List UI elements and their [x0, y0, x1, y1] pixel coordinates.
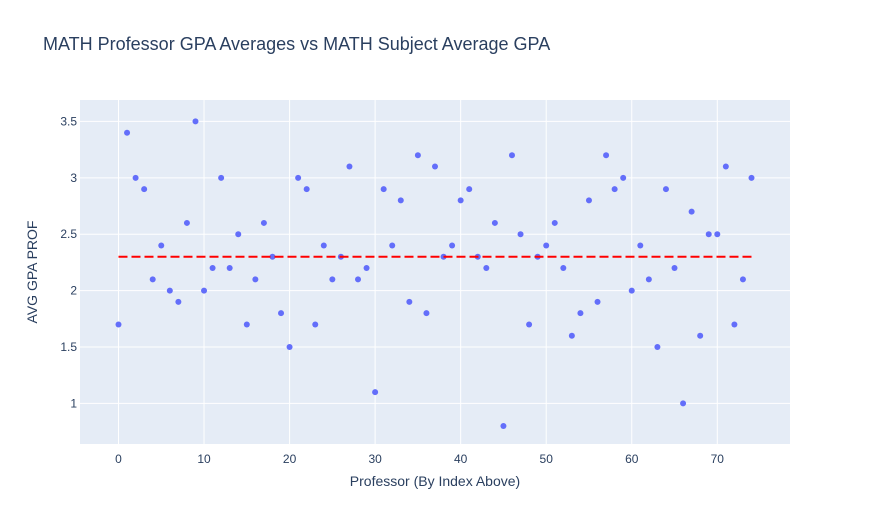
data-point	[705, 231, 712, 238]
data-point	[132, 174, 139, 181]
data-point	[543, 242, 550, 249]
data-point	[218, 174, 225, 181]
x-tick-label: 50	[540, 452, 554, 466]
data-point	[183, 219, 190, 226]
y-tick-label: 2.5	[60, 227, 77, 241]
data-point	[414, 152, 421, 159]
data-point	[645, 276, 652, 283]
data-point	[500, 422, 507, 429]
data-point	[517, 231, 524, 238]
data-point	[628, 287, 635, 294]
data-point	[560, 265, 567, 272]
data-point	[269, 253, 276, 260]
x-tick-label: 40	[454, 452, 468, 466]
x-tick-label: 60	[625, 452, 639, 466]
data-point	[620, 174, 627, 181]
data-point	[457, 197, 464, 204]
data-point	[303, 186, 310, 193]
plot-area	[80, 100, 790, 444]
data-point	[680, 400, 687, 407]
data-point	[115, 321, 122, 328]
y-tick-label: 3	[70, 171, 77, 185]
data-point	[688, 208, 695, 215]
data-point	[329, 276, 336, 283]
data-point	[380, 186, 387, 193]
data-point	[166, 287, 173, 294]
data-point	[671, 265, 678, 272]
data-point	[714, 231, 721, 238]
data-series	[115, 118, 755, 429]
data-point	[235, 231, 242, 238]
data-point	[483, 265, 490, 272]
data-point	[278, 310, 285, 317]
y-axis-title: AVG GPA PROF	[24, 221, 40, 324]
y-tick-label: 1	[70, 396, 77, 410]
data-point	[312, 321, 319, 328]
data-point	[158, 242, 165, 249]
data-point	[508, 152, 515, 159]
data-point	[406, 298, 413, 305]
data-point	[260, 219, 267, 226]
data-point	[551, 219, 558, 226]
x-axis-title: Professor (By Index Above)	[350, 473, 520, 489]
x-tick-label: 10	[197, 452, 211, 466]
data-point	[654, 344, 661, 351]
data-point	[175, 298, 182, 305]
grid	[80, 100, 790, 444]
data-point	[243, 321, 250, 328]
data-point	[432, 163, 438, 170]
data-point	[594, 298, 601, 305]
data-point	[577, 310, 584, 317]
y-tick-label: 1.5	[60, 340, 77, 354]
data-point	[397, 197, 404, 204]
data-point	[748, 174, 755, 181]
data-point	[637, 242, 644, 249]
x-tick-label: 30	[368, 452, 382, 466]
data-point	[585, 197, 592, 204]
data-point	[209, 265, 216, 272]
data-point	[449, 242, 456, 249]
x-tick-labels: 0 10 20 30 40 50 60 70	[115, 452, 724, 466]
data-point	[226, 265, 233, 272]
y-tick-label: 2	[70, 284, 77, 298]
data-point	[466, 186, 473, 193]
data-point	[722, 163, 729, 170]
data-point	[491, 219, 498, 226]
data-point	[346, 163, 353, 170]
data-point	[192, 118, 199, 125]
data-point	[568, 332, 575, 339]
data-point	[124, 129, 131, 136]
chart-title: MATH Professor GPA Averages vs MATH Subj…	[43, 34, 550, 54]
data-point	[355, 276, 362, 283]
data-point	[372, 389, 379, 396]
data-point	[423, 310, 430, 317]
x-tick-label: 70	[711, 452, 725, 466]
data-point	[603, 152, 610, 159]
data-point	[252, 276, 259, 283]
data-point	[731, 321, 738, 328]
data-point	[286, 344, 293, 351]
x-tick-label: 20	[283, 452, 297, 466]
data-point	[201, 287, 208, 294]
data-point	[662, 186, 669, 193]
data-point	[611, 186, 618, 193]
data-point	[363, 265, 370, 272]
data-point	[141, 186, 148, 193]
y-tick-labels: 1 1.5 2 2.5 3 3.5	[60, 114, 77, 410]
data-point	[697, 332, 704, 339]
data-point	[389, 242, 396, 249]
data-point	[320, 242, 327, 249]
data-point	[739, 276, 746, 283]
data-point	[526, 321, 533, 328]
data-point	[149, 276, 156, 283]
x-tick-label: 0	[115, 452, 122, 466]
y-tick-label: 3.5	[60, 114, 77, 128]
data-point	[295, 174, 302, 181]
